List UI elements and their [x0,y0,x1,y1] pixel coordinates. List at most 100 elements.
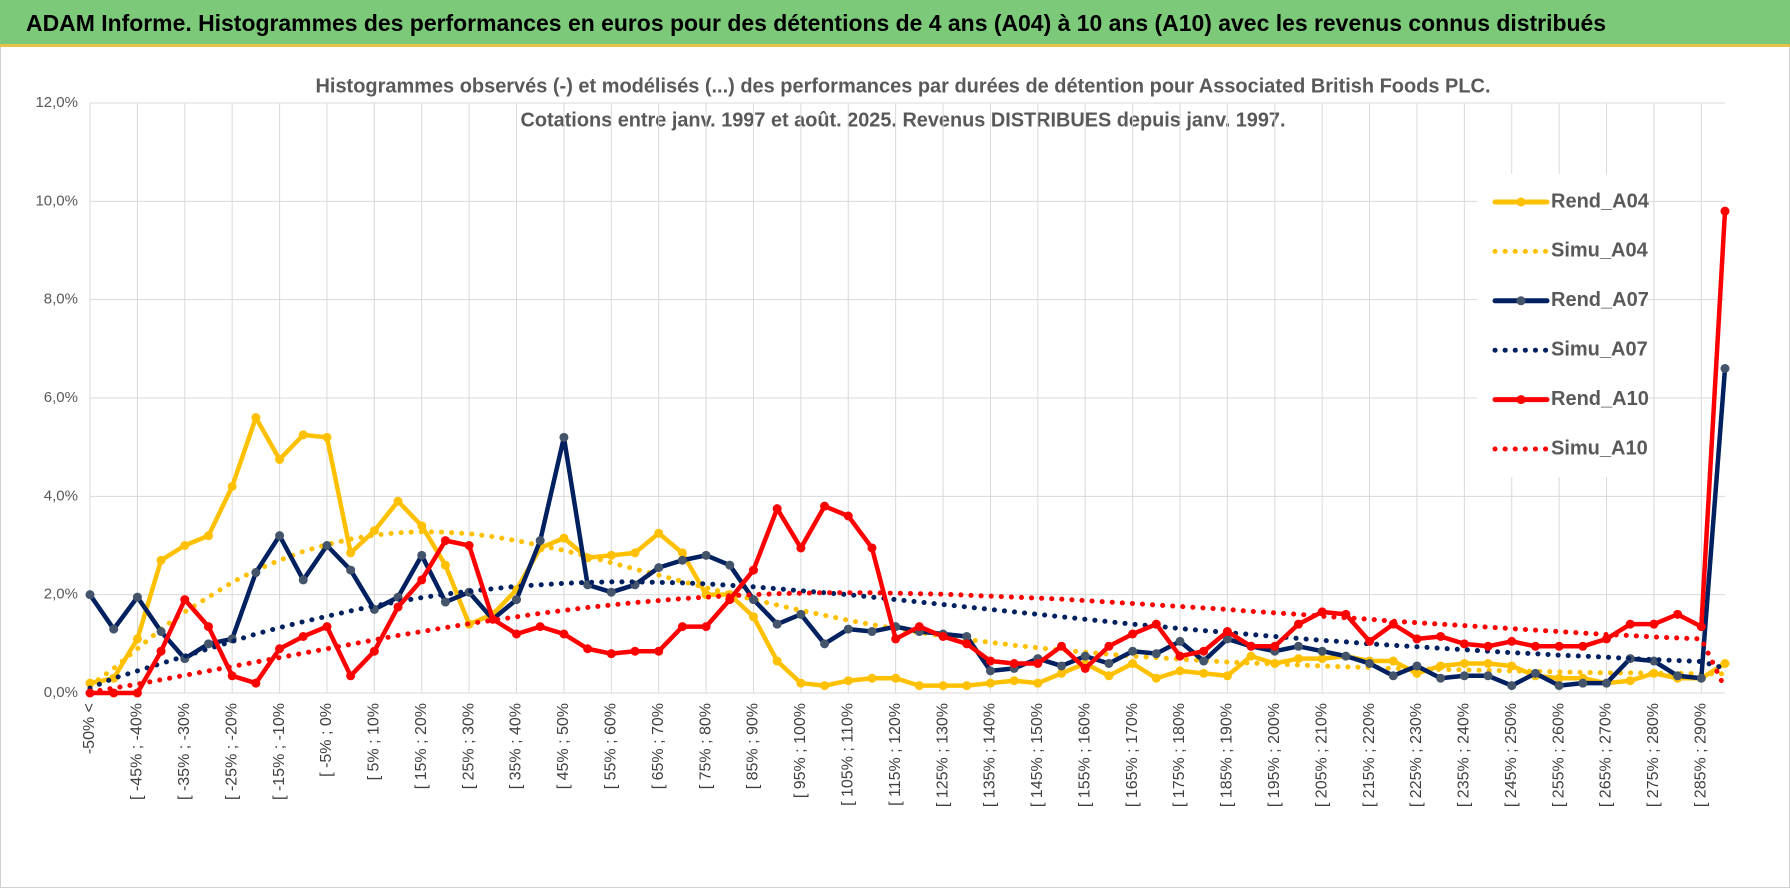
point [1341,651,1351,661]
point [654,563,664,573]
point [1365,636,1375,646]
legend-label: Simu_A04 [1551,240,1649,262]
observed-line [87,415,1728,688]
legend-label: Rend_A04 [1551,190,1650,212]
point [132,592,142,602]
point [369,526,379,536]
point [1128,629,1138,639]
x-tick-label: [ -45% ; -40% [129,703,146,800]
point [1673,609,1683,619]
point [1104,659,1114,668]
point [1057,641,1067,651]
y-tick-label: 8,0% [44,291,78,308]
point [1151,649,1161,659]
x-tick-label: [ 25% ; 30% [460,703,477,789]
point [1412,661,1422,671]
point [1199,656,1209,666]
point [85,590,95,600]
x-tick-label: [ 155% ; 160% [1076,703,1093,807]
point [1459,659,1469,668]
point [1554,641,1564,651]
point [1554,673,1564,683]
point [820,501,830,511]
point [891,673,901,683]
point [1057,668,1067,678]
point [1222,634,1232,644]
chart-subtitle: Cotations entre janv. 1997 et août. 2025… [521,109,1286,131]
point [1246,641,1256,651]
legend-label: Simu_A07 [1551,338,1648,360]
x-tick-label: [ 165% ; 170% [1124,703,1141,807]
point [701,550,711,560]
observed-line [87,208,1728,696]
x-tick-label: [ 235% ; 240% [1456,703,1473,807]
point [748,595,758,605]
point [843,511,853,521]
y-tick-label: 0,0% [44,684,78,701]
point [677,548,687,558]
point [180,595,190,605]
x-tick-label: [ 265% ; 270% [1598,703,1615,807]
point [298,575,308,585]
point [772,619,782,629]
x-tick-label: [ 5% ; 10% [366,703,383,780]
point [1507,661,1517,671]
point [1128,646,1138,656]
point [1246,651,1256,661]
point [606,550,616,560]
point [1293,641,1303,651]
point [1293,654,1303,664]
point [654,646,664,656]
legend-box [1477,174,1647,477]
x-tick-label: -50% < [81,703,98,754]
point [535,622,545,632]
point [1175,636,1185,646]
x-tick-label: [ 35% ; 40% [508,703,525,789]
point [322,622,332,632]
point [488,614,498,624]
legend-marker [1516,197,1526,207]
point [654,528,664,538]
point [440,560,450,570]
header-title: ADAM Informe. Histogrammes des performan… [26,10,1606,36]
x-tick-label: [ 145% ; 150% [1029,703,1046,807]
point [203,622,213,632]
point [156,646,166,656]
x-tick-label: [ -15% ; -10% [271,703,288,800]
point [938,631,948,641]
point [606,587,616,597]
x-tick-label: [ 75% ; 80% [697,703,714,789]
point [677,555,687,565]
point [630,646,640,656]
x-tick-label: [ 65% ; 70% [650,703,667,789]
point [132,634,142,644]
point [393,496,403,506]
point [322,541,332,550]
point [1483,641,1493,651]
point [1080,663,1090,673]
point [251,413,261,423]
point [772,656,782,666]
point [1317,646,1327,656]
point [1057,661,1067,671]
x-tick-label: [ 225% ; 230% [1408,703,1425,807]
legend-label: Rend_A07 [1551,289,1649,311]
point [1033,678,1043,688]
point [1649,619,1659,629]
point [1696,622,1706,632]
point [512,595,522,605]
point [1720,206,1730,216]
point [1293,619,1303,629]
x-tick-label: [ 115% ; 120% [887,703,904,806]
point [1530,668,1540,678]
point [417,521,427,531]
point [559,629,569,639]
x-tick-label: [ 205% ; 210% [1313,703,1330,807]
x-tick-label: [ 125% ; 130% [934,703,951,807]
point [440,597,450,607]
point [275,644,285,654]
legend-marker [1516,395,1526,405]
point [251,678,261,688]
point [914,622,924,632]
point [512,629,522,639]
